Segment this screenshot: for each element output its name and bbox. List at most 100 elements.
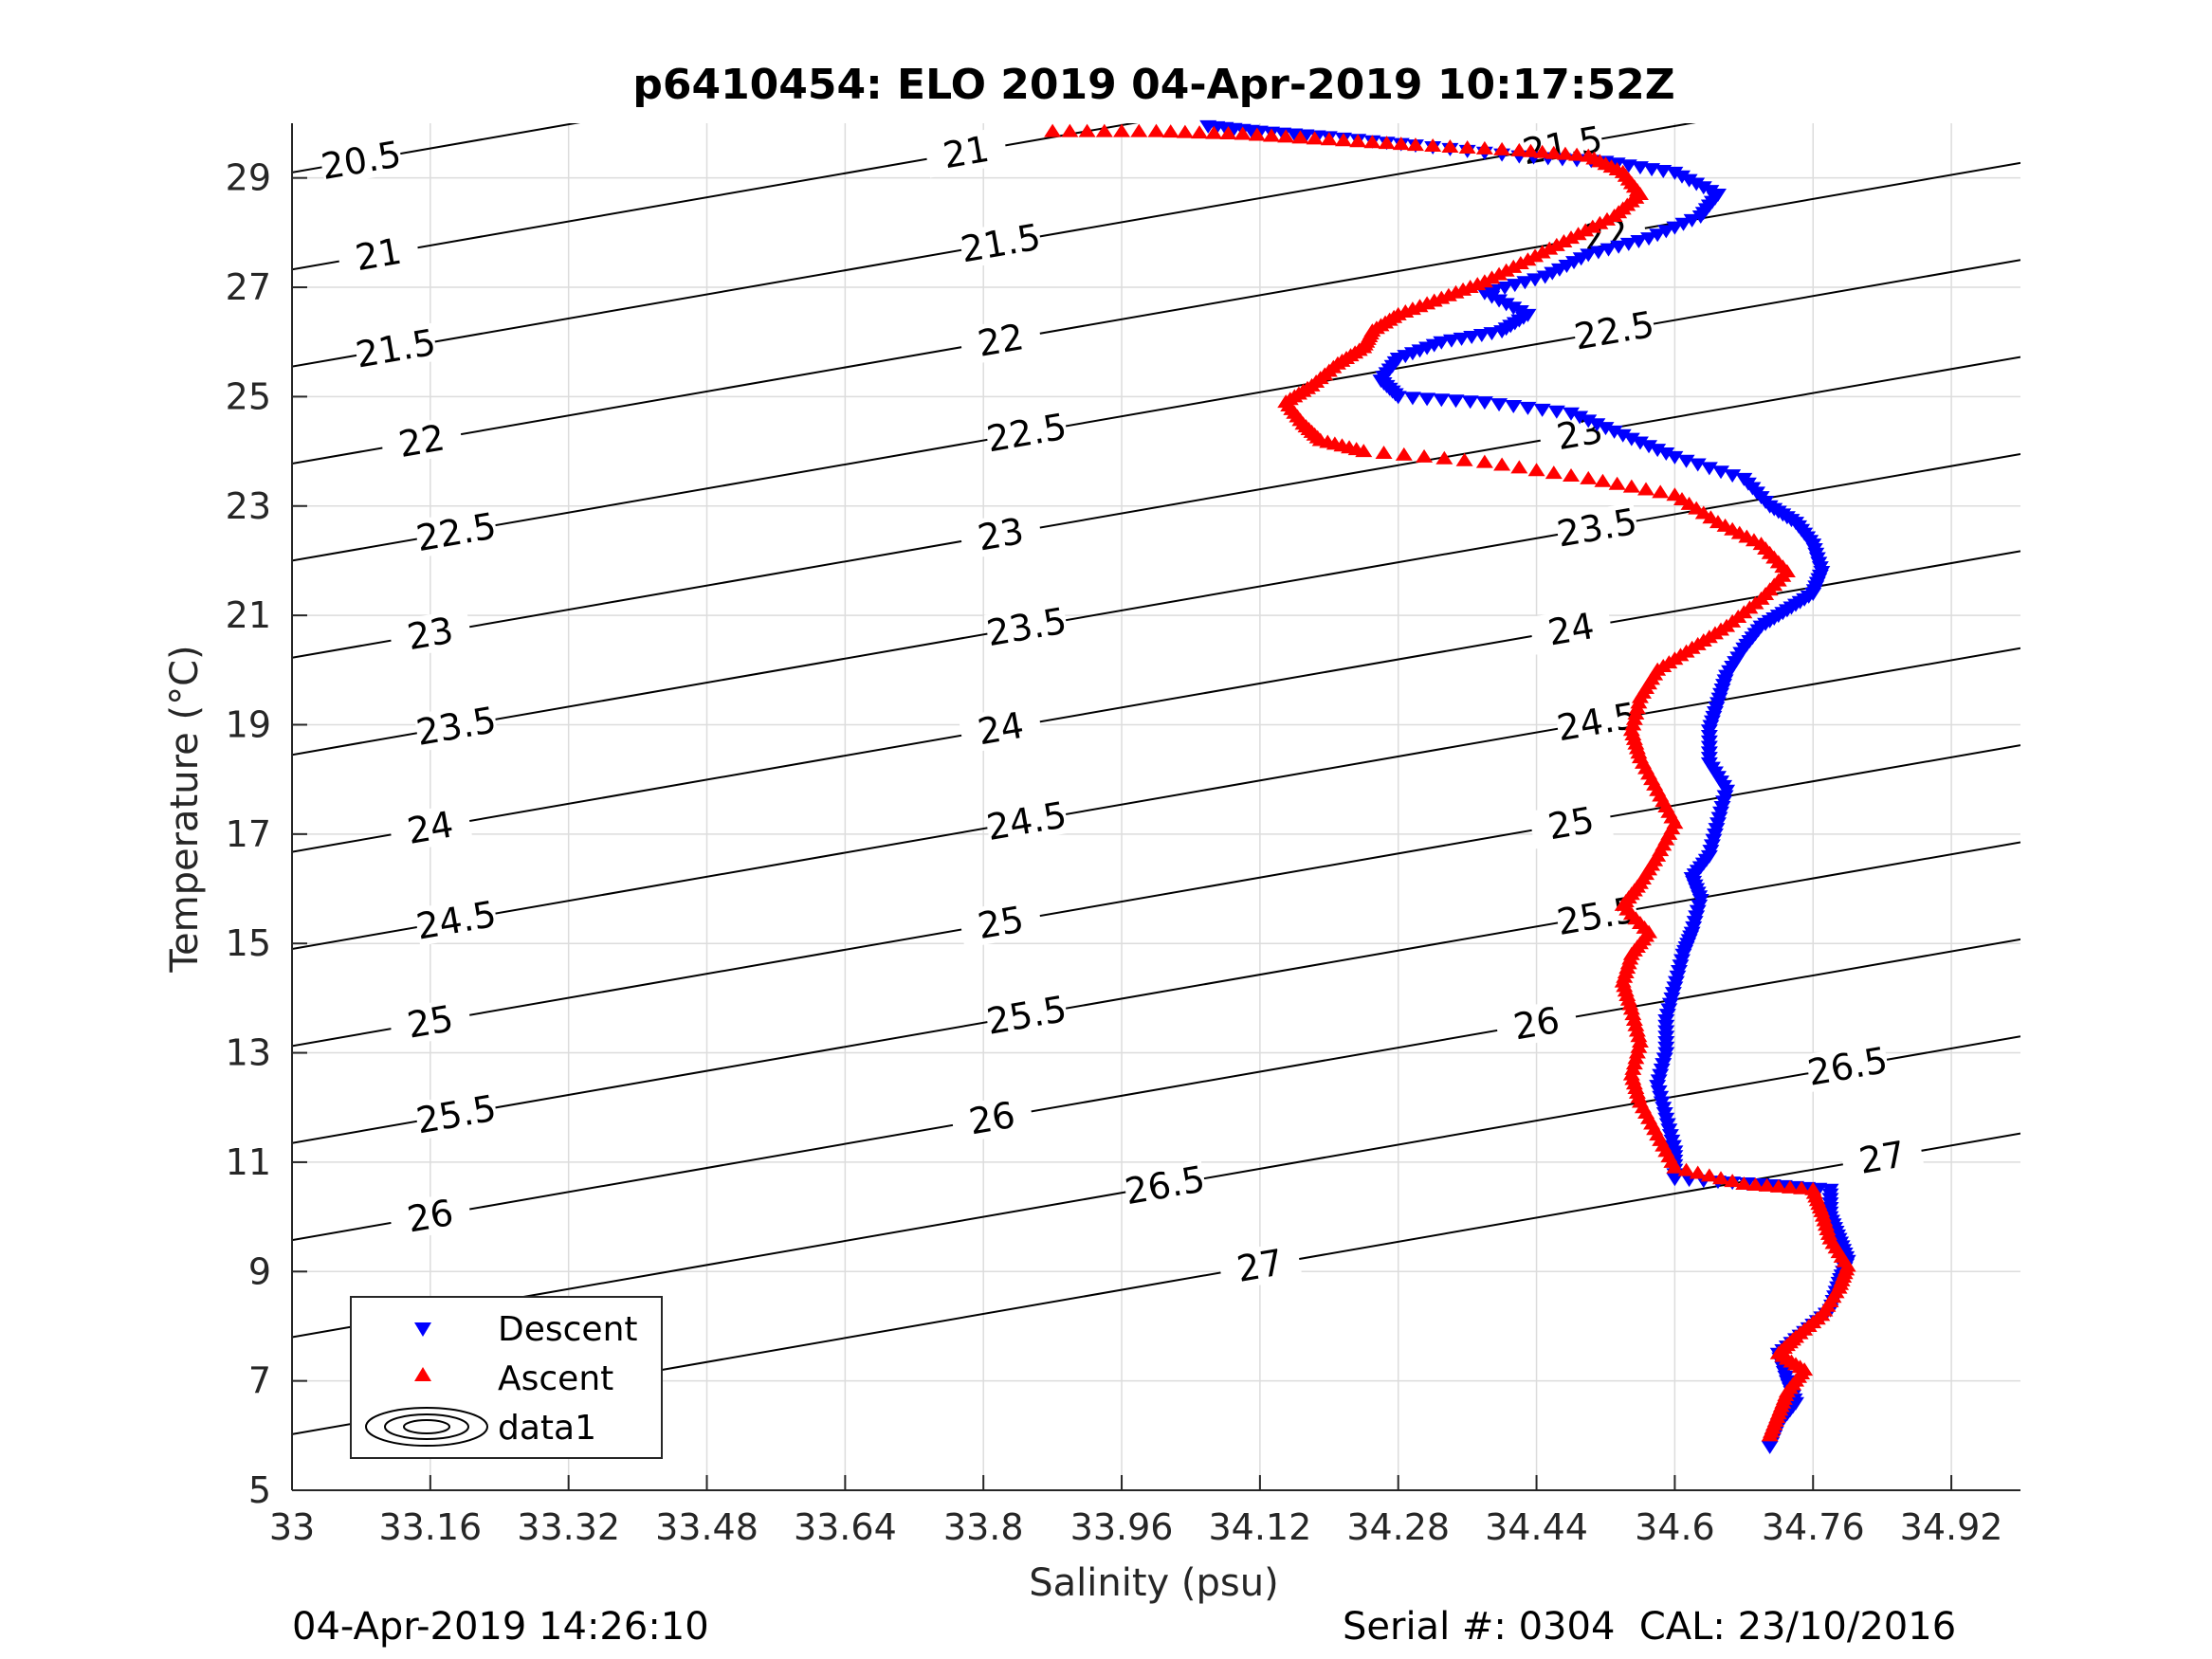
y-tick-label: 15 [226,922,271,964]
isopycnal-label-bg [1122,1159,1208,1212]
isopycnal-label: 27 [1856,1133,1909,1182]
x-tick-label: 34.6 [1635,1506,1715,1548]
isopycnal-label-bg [958,315,1044,366]
data-point [1392,137,1410,151]
data-point [1619,159,1637,173]
data-point [1563,407,1581,421]
isopycnal-label-bg [983,601,1069,653]
isopycnal-label-bg [983,795,1069,848]
data-point [1447,394,1465,409]
data-point [1455,452,1473,466]
isopycnal-label-bg [983,990,1069,1041]
data-point [1199,119,1217,134]
isopycnal-label-bg [958,508,1044,560]
data-point [1378,136,1396,150]
data-point [1519,401,1537,415]
y-tick-label: 11 [226,1141,271,1183]
data-point [1234,126,1252,140]
data-point [1044,123,1062,137]
data-point [1589,246,1607,260]
x-tick-label: 34.92 [1900,1506,2003,1548]
legend-descent-label: Descent [498,1310,638,1349]
data-point [1493,457,1511,471]
data-point [1637,482,1655,496]
data-point [1563,230,1581,245]
data-point [1490,266,1508,281]
data-point [1580,248,1598,263]
data-point [1533,403,1551,417]
data-point [1522,143,1540,157]
isopycnal-label: 21.5 [958,216,1044,271]
data-point [1709,515,1727,529]
data-point [1556,146,1574,160]
data-point [1654,164,1673,178]
data-point [1424,138,1442,153]
data-point [1463,330,1481,344]
data-point [1594,473,1612,487]
isopycnal-label: 23.5 [1554,501,1640,556]
data-point [1416,448,1434,463]
isopycnal-label-bg [1554,501,1640,554]
data-point [1475,286,1493,301]
data-point [1746,1176,1764,1191]
series-ascent [1044,123,1856,1442]
data-point [1598,211,1616,226]
x-axis-label: Salinity (psu) [1029,1561,1278,1605]
isopycnal-label: 23.5 [983,599,1069,654]
footer-serial: Serial #: 0304 CAL: 23/10/2016 [1343,1605,1957,1649]
data-point [1738,529,1756,543]
data-point [1569,227,1587,241]
data-point [1442,334,1460,348]
data-point [1483,327,1501,341]
isopycnal-line [292,744,2020,1048]
data-point [1677,454,1695,468]
data-point [1631,161,1649,175]
isopycnal-line [292,161,2020,465]
data-point [1510,460,1528,474]
isopycnal-label-bg [958,702,1044,755]
data-point [1758,1177,1776,1192]
data-point [1472,329,1490,343]
data-point [1608,476,1626,490]
isopycnal-label-bg [983,407,1069,459]
isopycnal-label: 25 [404,997,456,1047]
isopycnal-label: 26 [966,1094,1018,1143]
x-tick-label: 33.96 [1070,1506,1174,1548]
data-point [1493,141,1511,155]
isopycnal-label-bg [1554,696,1640,748]
y-tick-label: 21 [226,594,271,636]
x-tick-label: 34.28 [1346,1506,1450,1548]
data-point [1453,332,1471,346]
legend-data1-label: data1 [498,1409,596,1448]
data-point [1597,422,1615,436]
data-point [1712,465,1730,480]
data-point [1724,521,1742,536]
isopycnal-label-bg [388,996,473,1048]
data-point [1510,142,1528,156]
y-tick-label: 27 [226,266,271,308]
data-point [1630,235,1648,249]
isopycnal-label: 24 [975,704,1027,754]
data-point [1248,127,1266,141]
x-tick-label: 34.76 [1762,1506,1865,1548]
data-point [1568,147,1586,161]
x-tick-label: 33.32 [517,1506,620,1548]
data-point [1406,137,1424,152]
isopycnal-line [292,647,2020,950]
data-point [1583,219,1601,233]
legend-descent-marker [414,1322,431,1337]
data-point [1821,1183,1839,1197]
data-point [1061,123,1079,137]
data-point [1526,273,1545,287]
data-point [1286,128,1304,142]
isopycnal-label-bg [949,1092,1035,1144]
isopycnal-label-bg [388,1190,473,1242]
data-point [1533,245,1551,259]
isopycnal-label: 25 [975,898,1027,947]
x-tick-label: 33.64 [794,1506,897,1548]
data-point [1804,1181,1822,1195]
isopycnal-label: 27 [1234,1241,1286,1290]
data-point [1724,469,1742,483]
data-markers [1044,119,1856,1454]
